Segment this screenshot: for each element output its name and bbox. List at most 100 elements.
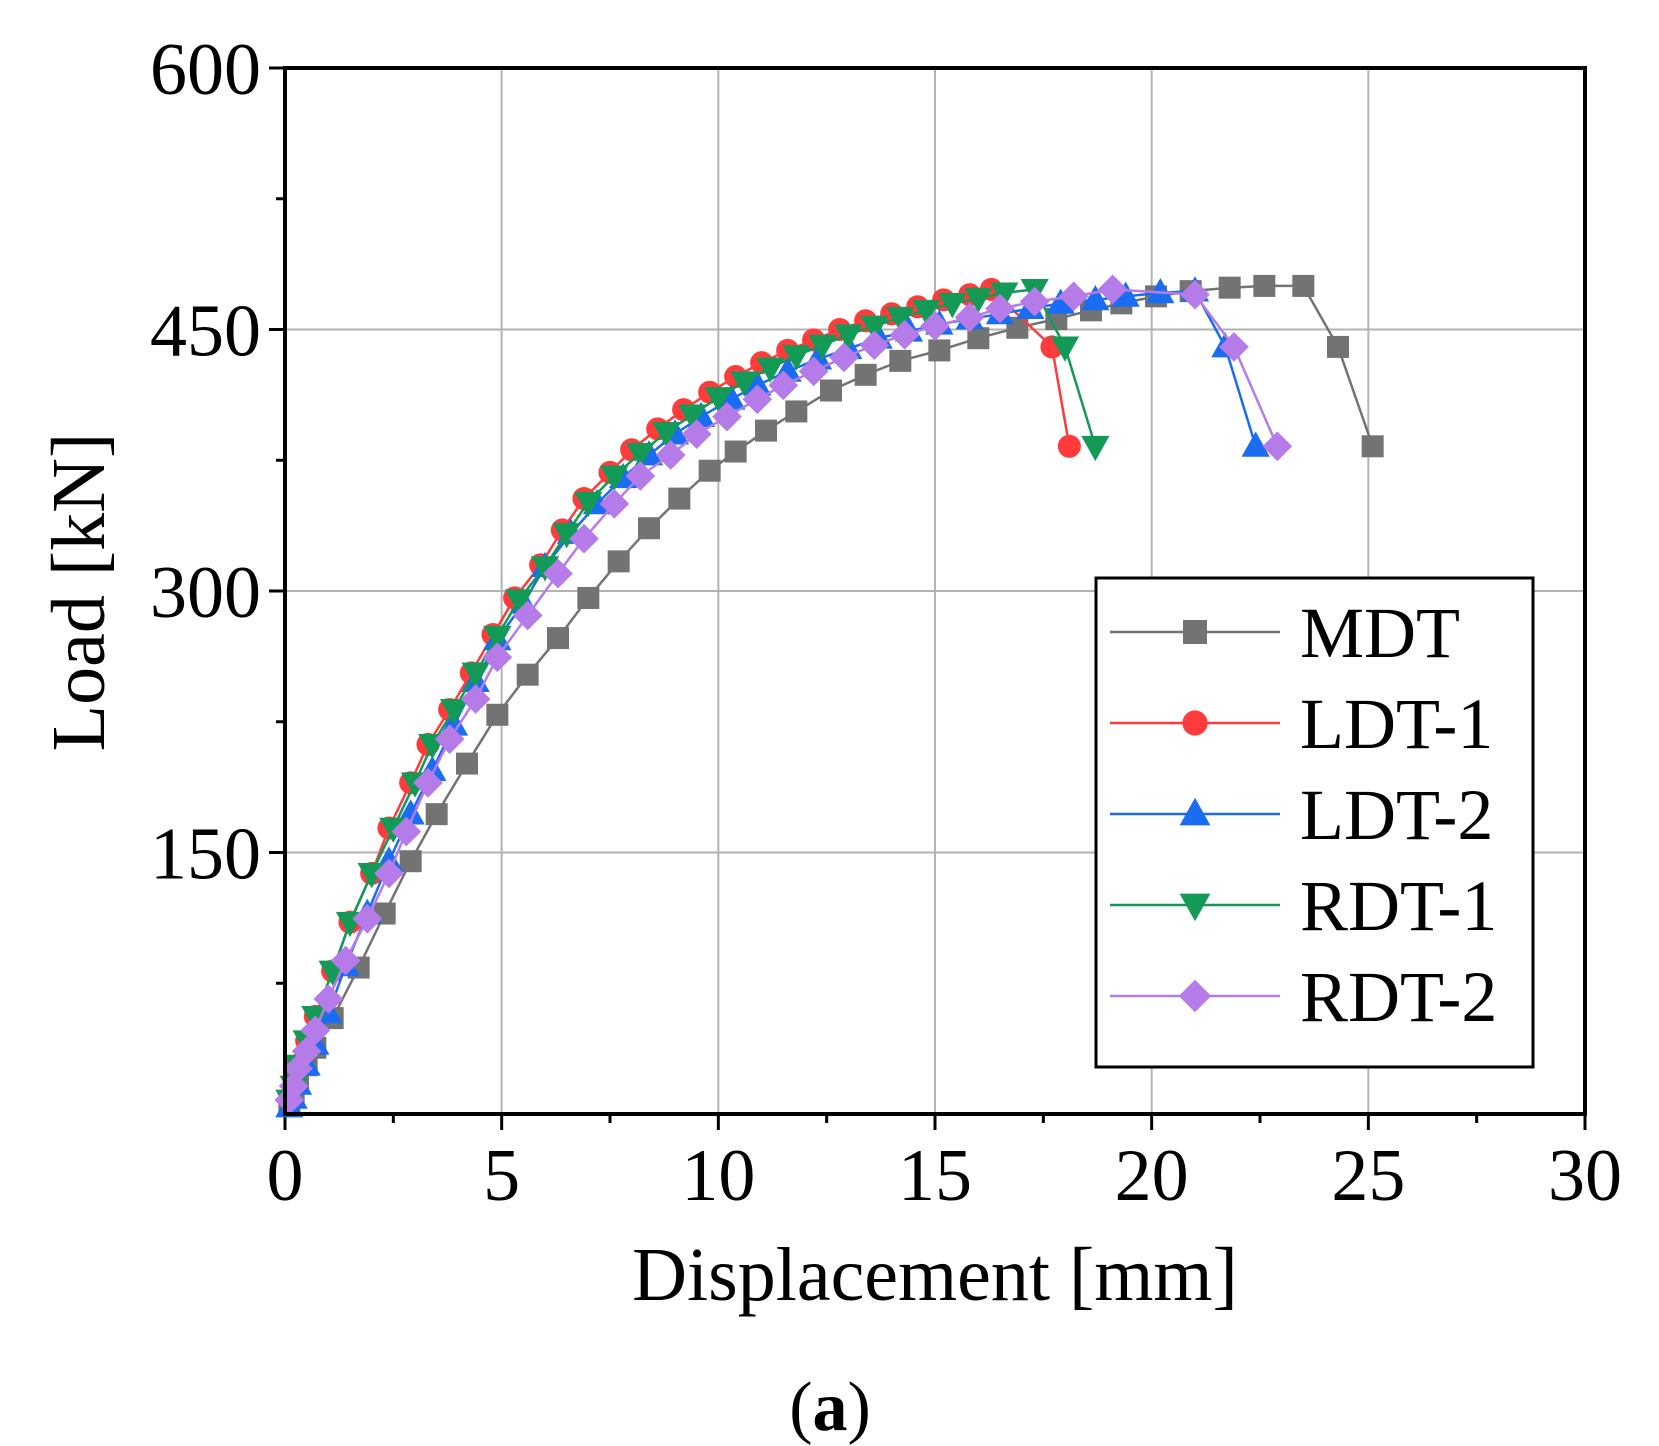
- data-point-rdt-2: [829, 342, 859, 373]
- legend-label-mdt: MDT: [1300, 593, 1460, 673]
- data-point-rdt-2: [1097, 274, 1128, 305]
- x-tick-label: 10: [681, 1135, 755, 1217]
- data-point-rdt-1: [912, 299, 941, 326]
- data-point-mdt: [755, 419, 777, 442]
- x-axis-title: Displacement [mm]: [632, 1233, 1238, 1317]
- data-point-rdt-2: [374, 858, 404, 889]
- data-point-rdt-1: [990, 282, 1019, 308]
- axis-ticks: [269, 66, 1587, 1130]
- series-ldt-1: [277, 277, 1081, 1112]
- data-point-rdt-2: [291, 1036, 322, 1067]
- data-point-mdt: [1253, 274, 1276, 297]
- data-point-rdt-1: [652, 421, 681, 448]
- data-point-rdt-2: [434, 724, 465, 755]
- data-point-mdt: [928, 339, 951, 362]
- data-point-ldt-2: [743, 370, 772, 396]
- data-point-rdt-2: [330, 945, 361, 976]
- data-point-mdt: [785, 400, 808, 423]
- data-point-rdt-1: [439, 699, 469, 725]
- legend-item-ldt-2: LDT-2: [1110, 775, 1493, 855]
- data-point-rdt-2: [352, 903, 383, 934]
- data-series: [274, 274, 1384, 1118]
- y-axis-title: Load [kN]: [37, 433, 121, 752]
- data-point-mdt: [889, 349, 912, 372]
- legend-label-rdt-1: RDT-1: [1300, 866, 1497, 946]
- data-point-rdt-2: [482, 642, 513, 673]
- data-point-rdt-1: [730, 371, 759, 397]
- data-point-rdt-1: [886, 306, 915, 333]
- data-point-rdt-2: [768, 370, 799, 401]
- data-point-rdt-2: [283, 1053, 313, 1084]
- legend-item-ldt-1: LDT-1: [1110, 684, 1493, 764]
- tick-labels: 0 5 10 15 20 25 30 150 300 450 600: [150, 29, 1622, 1217]
- data-point-rdt-1: [483, 625, 512, 652]
- x-tick-label: 25: [1331, 1135, 1405, 1217]
- legend-entries: MDT LDT-1 LDT-2 RDT-1 RDT-2: [1110, 593, 1497, 1037]
- data-point-rdt-1: [834, 324, 863, 350]
- data-point-rdt-2: [512, 600, 543, 631]
- data-point-rdt-1: [530, 556, 560, 582]
- data-point-rdt-2: [742, 384, 773, 415]
- legend-item-mdt: MDT: [1110, 593, 1460, 673]
- data-point-rdt-1: [574, 491, 603, 517]
- data-point-rdt-2: [413, 767, 443, 798]
- data-point-mdt: [1361, 435, 1384, 458]
- data-point-ldt-2: [1046, 288, 1075, 314]
- data-point-mdt: [1218, 276, 1241, 299]
- data-point-rdt-2: [1019, 286, 1050, 317]
- data-point-rdt-2: [313, 984, 344, 1014]
- x-tick-label: 20: [1115, 1135, 1189, 1217]
- data-point-rdt-2: [391, 816, 422, 847]
- data-point-rdt-2: [1219, 332, 1249, 362]
- data-point-rdt-2: [569, 523, 599, 554]
- legend-marker-mdt: [1183, 620, 1207, 644]
- data-point-rdt-1: [782, 345, 811, 371]
- data-point-rdt-2: [985, 293, 1015, 324]
- data-point-mdt: [724, 440, 747, 463]
- data-point-rdt-2: [278, 1071, 309, 1101]
- data-point-mdt: [577, 586, 600, 609]
- data-point-rdt-2: [859, 330, 890, 361]
- data-point-rdt-2: [460, 684, 491, 714]
- legend-marker-rdt-1: [1179, 893, 1211, 922]
- data-point-mdt: [1327, 335, 1349, 358]
- data-point-rdt-2: [1058, 281, 1089, 312]
- data-point-ldt-2: [1111, 281, 1140, 307]
- legend-item-rdt-1: RDT-1: [1110, 866, 1497, 946]
- figure-caption-letter: a: [813, 1369, 848, 1446]
- data-point-rdt-1: [860, 315, 889, 341]
- data-point-rdt-2: [889, 319, 920, 350]
- data-point-ldt-2: [1241, 431, 1270, 457]
- data-point-mdt: [547, 627, 569, 650]
- data-point-ldt-2: [1146, 278, 1175, 304]
- data-point-rdt-2: [625, 461, 656, 491]
- legend-item-rdt-2: RDT-2: [1110, 957, 1497, 1037]
- data-point-rdt-1: [600, 465, 629, 491]
- data-point-mdt: [967, 327, 990, 350]
- plot-frame: [283, 66, 1587, 1116]
- data-point-rdt-1: [938, 292, 967, 319]
- y-tick-label: 150: [150, 814, 261, 896]
- data-point-rdt-1: [1081, 435, 1110, 462]
- data-point-rdt-1: [704, 387, 733, 413]
- data-point-rdt-1: [1050, 336, 1080, 362]
- data-point-mdt: [399, 850, 422, 873]
- data-point-rdt-1: [552, 523, 581, 549]
- data-point-mdt: [456, 752, 478, 775]
- figure-caption: (a): [789, 1369, 871, 1446]
- y-tick-label: 300: [150, 552, 261, 634]
- data-point-rdt-2: [681, 419, 712, 449]
- x-tick-label: 0: [267, 1135, 304, 1217]
- legend-label-ldt-2: LDT-2: [1300, 775, 1493, 855]
- y-tick-label: 600: [150, 29, 261, 111]
- x-tick-label: 30: [1548, 1135, 1622, 1217]
- data-point-mdt: [516, 663, 539, 686]
- data-point-rdt-1: [626, 442, 655, 469]
- data-point-ldt-1: [1057, 434, 1081, 458]
- data-point-rdt-2: [1180, 279, 1210, 310]
- data-point-mdt: [638, 517, 660, 540]
- data-point-mdt: [698, 459, 721, 482]
- data-point-rdt-2: [954, 302, 985, 333]
- data-point-rdt-1: [808, 334, 837, 361]
- legend-marker-rdt-2: [1178, 979, 1212, 1013]
